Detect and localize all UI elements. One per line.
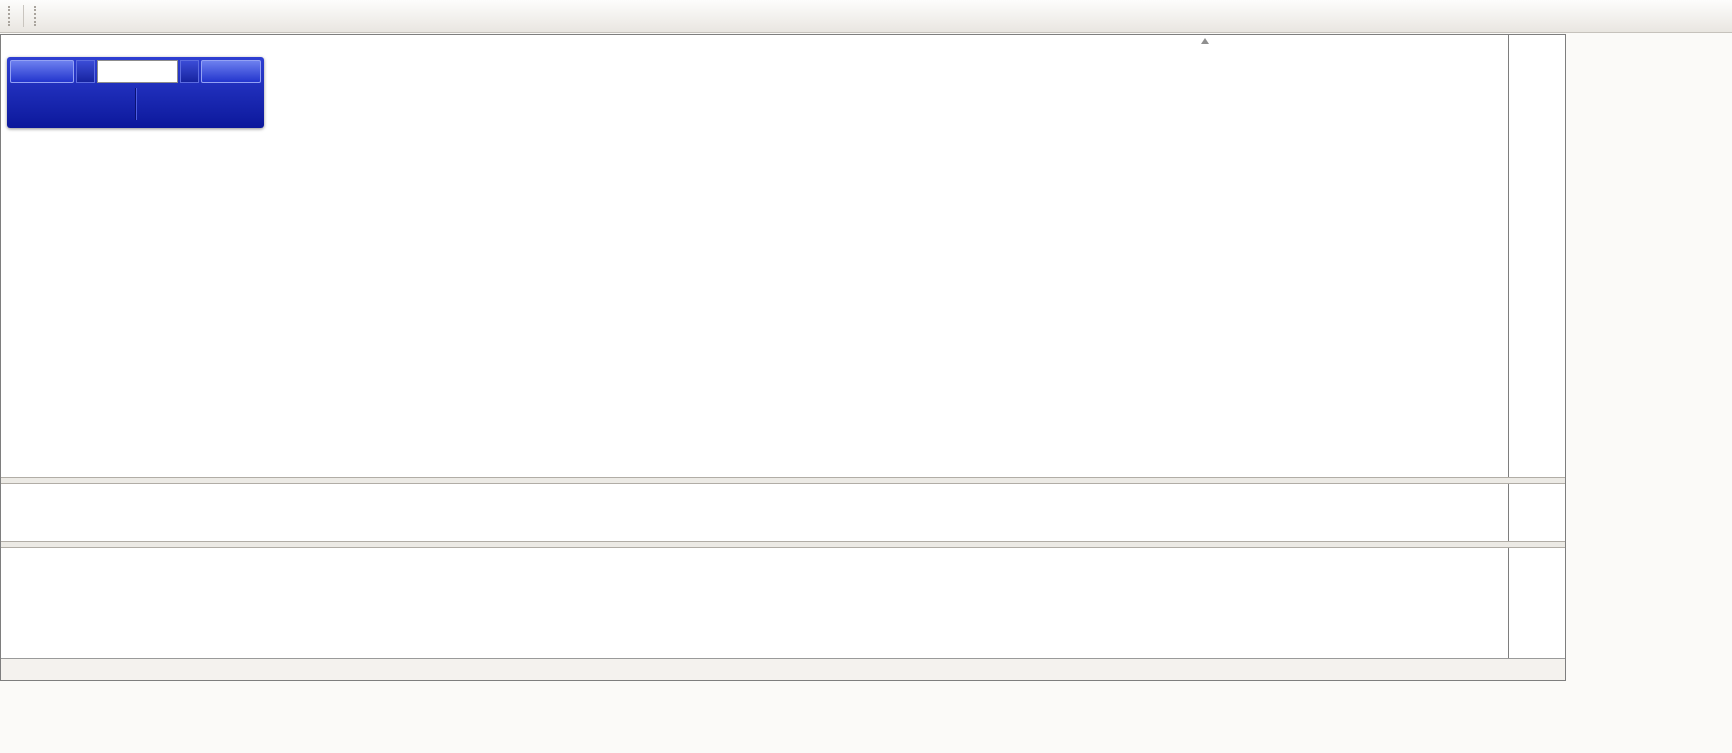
macd-splitter[interactable] [1, 477, 1565, 484]
volume-input[interactable] [97, 60, 178, 83]
one-click-trade-panel [7, 57, 264, 128]
macd-label [7, 487, 28, 499]
macd-scale[interactable] [1508, 484, 1565, 541]
volume-increase-button[interactable] [180, 60, 199, 83]
buy-button[interactable] [201, 60, 261, 83]
toolbar [0, 0, 1732, 33]
rsi-scale[interactable] [1508, 548, 1565, 658]
rsi-splitter[interactable] [1, 541, 1565, 548]
toolbar-separator [23, 5, 24, 27]
rsi-label [7, 551, 21, 563]
timeframe-drag-handle[interactable] [34, 6, 39, 26]
rsi-chart [1, 548, 1508, 658]
price-divider [134, 88, 137, 120]
price-scale[interactable] [1508, 35, 1565, 477]
time-axis[interactable] [1, 658, 1565, 680]
macd-panel[interactable] [1, 484, 1508, 541]
buy-price-display[interactable] [137, 98, 262, 110]
chart-window [0, 34, 1566, 681]
volume-decrease-button[interactable] [76, 60, 95, 83]
rsi-panel[interactable] [1, 548, 1508, 658]
sell-price-display[interactable] [10, 98, 135, 110]
macd-chart [1, 484, 1508, 541]
toolbar-drag-handle[interactable] [8, 6, 13, 26]
main-chart-area[interactable] [1, 35, 1508, 477]
sell-button[interactable] [10, 60, 74, 83]
chart-shift-marker-icon[interactable] [1201, 38, 1209, 44]
